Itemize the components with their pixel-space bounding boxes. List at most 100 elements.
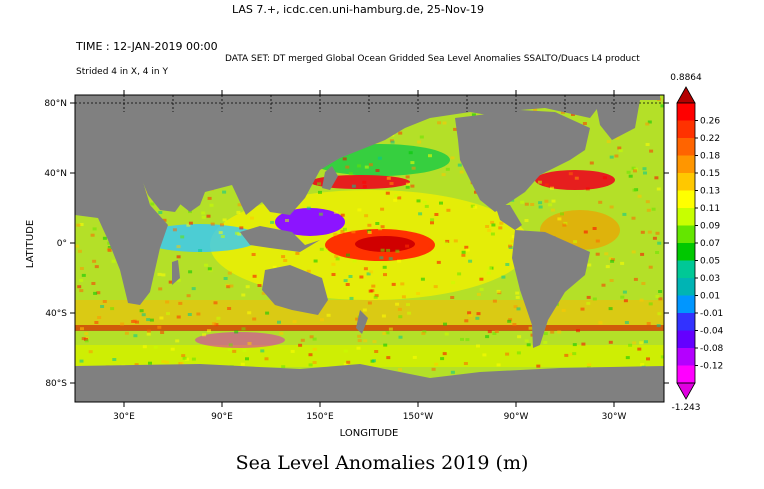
graticule	[75, 95, 664, 112]
anomaly-cell	[84, 332, 89, 336]
anomaly-cell	[420, 277, 425, 281]
anomaly-cell	[188, 221, 193, 225]
anomaly-cell	[229, 284, 234, 288]
anomaly-cell	[572, 352, 577, 356]
land-indonesia	[240, 226, 320, 252]
anomaly-cell	[172, 228, 177, 232]
anomaly-cell	[397, 196, 402, 200]
x-axis-ticks: 30°E 90°E 150°E 150°W 90°W 30°W	[113, 90, 627, 422]
anomaly-cell	[84, 336, 89, 340]
anomaly-cell	[146, 332, 151, 336]
anomaly-cell	[308, 353, 313, 357]
anomaly-cell	[348, 172, 353, 176]
anomaly-cell	[583, 230, 588, 234]
anomaly-cell	[346, 253, 350, 257]
land-central-america	[495, 205, 522, 230]
anomaly-cell	[235, 231, 239, 235]
anomaly-cell	[277, 320, 281, 324]
anomaly-cell	[368, 289, 373, 293]
anomaly-cell	[239, 226, 244, 230]
anomaly-cell	[149, 318, 154, 322]
anomaly-cell	[176, 315, 181, 319]
anomaly-cell	[467, 311, 472, 315]
anomaly-cell	[508, 318, 513, 322]
anomaly-cell	[364, 214, 369, 218]
anomaly-cell	[318, 212, 323, 216]
anomaly-cell	[660, 104, 664, 108]
anomaly-cell	[363, 339, 368, 343]
anomaly-cell	[210, 222, 215, 226]
dataset-label: DATA SET: DT merged Global Ocean Gridded…	[225, 54, 640, 64]
anomaly-cell	[388, 257, 393, 261]
anomaly-cell	[637, 347, 642, 351]
anomaly-cell	[132, 319, 137, 323]
anomaly-cell	[381, 314, 386, 318]
anomaly-cell	[334, 254, 339, 258]
anomaly-cell	[141, 313, 146, 317]
colorbar-swatch	[677, 365, 695, 384]
anomaly-cell	[510, 239, 515, 243]
anomaly-cell	[536, 364, 541, 368]
anomaly-cell	[79, 278, 84, 282]
colorbar-swatch	[677, 278, 695, 296]
anomaly-cell	[176, 245, 181, 249]
anomaly-cell	[148, 361, 152, 365]
strided-label: Strided 4 in X, 4 in Y	[76, 67, 168, 77]
anomaly-cell	[586, 295, 591, 299]
colorbar-level-label: 0.26	[700, 117, 720, 127]
anomaly-cell	[530, 203, 535, 206]
anomaly-cell	[611, 258, 615, 262]
anomaly-cell	[153, 345, 158, 349]
anomaly-cell	[369, 270, 374, 274]
anomaly-cell	[505, 352, 510, 356]
anomaly-cell	[620, 261, 625, 265]
anomaly-cell	[166, 312, 170, 316]
anomaly-cell	[442, 121, 447, 125]
anomaly-cell	[312, 337, 317, 341]
colorbar-level-label: 0.11	[700, 204, 720, 214]
anomaly-cell	[382, 265, 387, 269]
anomaly-cell	[609, 205, 614, 209]
anomaly-cell	[250, 216, 254, 220]
anomaly-cell	[424, 204, 429, 208]
anomaly-cell	[383, 273, 387, 277]
colorbar-max-label: 0.8864	[670, 73, 702, 83]
anomaly-cell	[550, 208, 555, 212]
anomaly-cell	[323, 248, 328, 252]
anomaly-cell	[515, 295, 520, 299]
anomaly-cell	[227, 348, 232, 351]
anomaly-cell	[496, 363, 501, 367]
anomaly-cell	[378, 227, 383, 231]
anomaly-cell	[654, 176, 659, 180]
anomaly-cell	[218, 231, 223, 235]
anomaly-cell	[107, 248, 112, 252]
anomaly-cell	[445, 239, 450, 243]
anomaly-cell	[453, 127, 458, 131]
anomaly-cell	[102, 300, 107, 303]
anomaly-cell	[622, 290, 627, 294]
anomaly-cell	[515, 291, 520, 295]
anomaly-cell	[440, 357, 445, 361]
anomaly-cell	[261, 291, 266, 295]
anomaly-cell	[312, 347, 317, 351]
anomaly-cell	[576, 329, 580, 333]
anomaly-cell	[479, 277, 484, 281]
anomaly-cell	[657, 312, 662, 316]
land-greenland	[595, 100, 640, 140]
anomaly-cell	[410, 184, 415, 188]
anomaly-cell	[538, 205, 543, 209]
anomaly-cell	[512, 323, 517, 326]
anomaly-cell	[492, 299, 497, 303]
anomaly-cell	[498, 226, 503, 230]
anomaly-cell	[319, 247, 324, 251]
colorbar-swatch	[677, 348, 695, 366]
anomaly-cell	[628, 174, 633, 178]
anomaly-cell	[639, 341, 644, 345]
anomaly-cell	[180, 235, 185, 239]
anomaly-cell	[417, 140, 422, 144]
anomaly-cell	[476, 292, 481, 296]
anomaly-cell	[608, 340, 613, 344]
anomaly-cell	[405, 175, 410, 179]
anomaly-cell	[557, 217, 562, 221]
anomaly-cell	[96, 291, 101, 295]
